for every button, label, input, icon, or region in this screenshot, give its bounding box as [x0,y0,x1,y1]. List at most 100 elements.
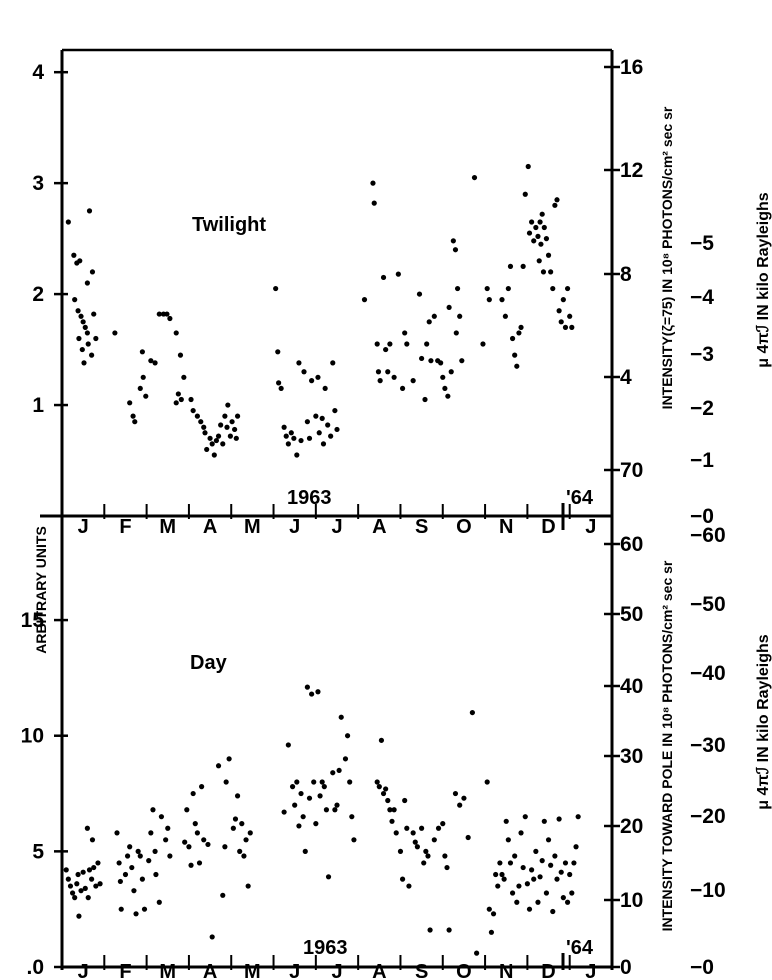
day-data-point [205,841,211,848]
left-tick-label: 10 [21,725,44,748]
twilight-data-point [529,219,535,225]
day-data-point [137,853,143,859]
left-tick-label: 2 [32,283,44,306]
day-data-point [571,860,577,866]
day-data-point [457,802,463,808]
x-tick-label: O [456,961,472,980]
kR-tick-label: −1 [690,449,714,472]
x-tick-label: J [78,961,89,980]
twilight-data-point [222,413,228,419]
day-data-point [512,853,518,859]
day-data-point [209,934,215,940]
day-data-point [412,839,418,845]
day-data-point [117,878,123,885]
x-tick-label: J [585,516,596,538]
x-tick-label: J [585,961,596,980]
day-data-point [146,858,152,864]
twilight-data-point [167,315,173,322]
twilight-data-point [522,191,528,197]
day-data-point [529,867,535,873]
twilight-data-point [232,426,238,433]
shared-y-axis-title: ARBITRARY UNITS [33,526,49,654]
twilight-data-point [194,413,200,419]
day-data-point [543,890,550,896]
twilight-right-axis-title: INTENSITY(ζ=75) IN 10⁸ PHOTONS/cm² sec s… [659,106,675,409]
twilight-data-point [410,378,416,384]
day-data-point [311,779,317,785]
twilight-data-point [204,446,210,453]
day-data-point [118,906,124,912]
twilight-data-point [518,324,524,330]
twilight-data-point [438,360,444,366]
twilight-data-point [554,197,560,203]
right-tick-label: 0 [620,956,632,979]
day-data-point [469,709,475,716]
x-tick-label: N [499,961,513,980]
day-data-point [503,818,509,824]
twilight-data-point [291,435,297,441]
day-data-point [490,911,497,917]
left-tick-label: 15 [21,609,45,632]
day-data-point [78,888,84,894]
twilight-data-point [322,385,328,392]
day-data-point [452,790,459,797]
kR-tick-label: −5 [690,232,714,255]
day-data-point [122,871,129,878]
day-data-point [533,848,539,854]
day-data-point [84,825,90,831]
twilight-data-point [85,341,91,347]
twilight-data-point [91,311,97,317]
twilight-data-point [533,224,539,231]
day-data-point [131,888,137,894]
day-data-point [237,848,243,854]
day-data-point [201,837,207,843]
day-data-point [435,825,442,831]
twilight-data-point [453,330,459,336]
twilight-data-point [152,360,158,366]
day-data-point [399,876,406,882]
kR-tick-label: −2 [690,397,714,420]
day-data-point [495,883,501,889]
day-data-point [188,862,194,868]
x-tick-label: D [541,516,555,538]
day-data-point [141,906,148,912]
day-data-point [133,911,139,917]
day-data-point [406,883,412,889]
twilight-kR-axis-title: μ 4πℐ IN kilo Rayleighs [755,192,772,367]
twilight-data-point [304,419,310,425]
twilight-data-point [75,308,81,314]
twilight-data-point [80,319,86,325]
twilight-data-point [445,393,451,399]
twilight-data-point [225,402,231,408]
day-data-point [497,860,503,866]
day-data-point [442,853,448,859]
twilight-data-point [550,285,556,292]
twilight-data-point [283,433,289,439]
day-data-point [554,876,560,882]
day-data-point [89,876,95,882]
day-data-point [302,848,308,854]
twilight-data-point [330,360,336,366]
day-data-point [127,844,133,850]
twilight-data-point [540,269,547,275]
twilight-data-point [276,380,282,386]
twilight-data-point [79,346,85,353]
twilight-data-point [512,352,518,358]
day-data-point [192,821,198,827]
twilight-data-point [536,258,542,264]
x-tick-label: J [78,516,89,538]
right-tick-label: 50 [620,603,643,626]
day-data-point [186,844,192,850]
day-data-point [67,883,74,889]
twilight-data-point [188,396,194,403]
twilight-data-point [332,407,338,414]
twilight-data-point [294,452,300,458]
day-data-point [76,913,82,919]
day-data-point [321,784,327,790]
twilight-data-point [89,352,95,358]
right-tick-label: 10 [620,889,643,912]
day-data-point [226,756,232,762]
twilight-data-point [537,219,543,225]
